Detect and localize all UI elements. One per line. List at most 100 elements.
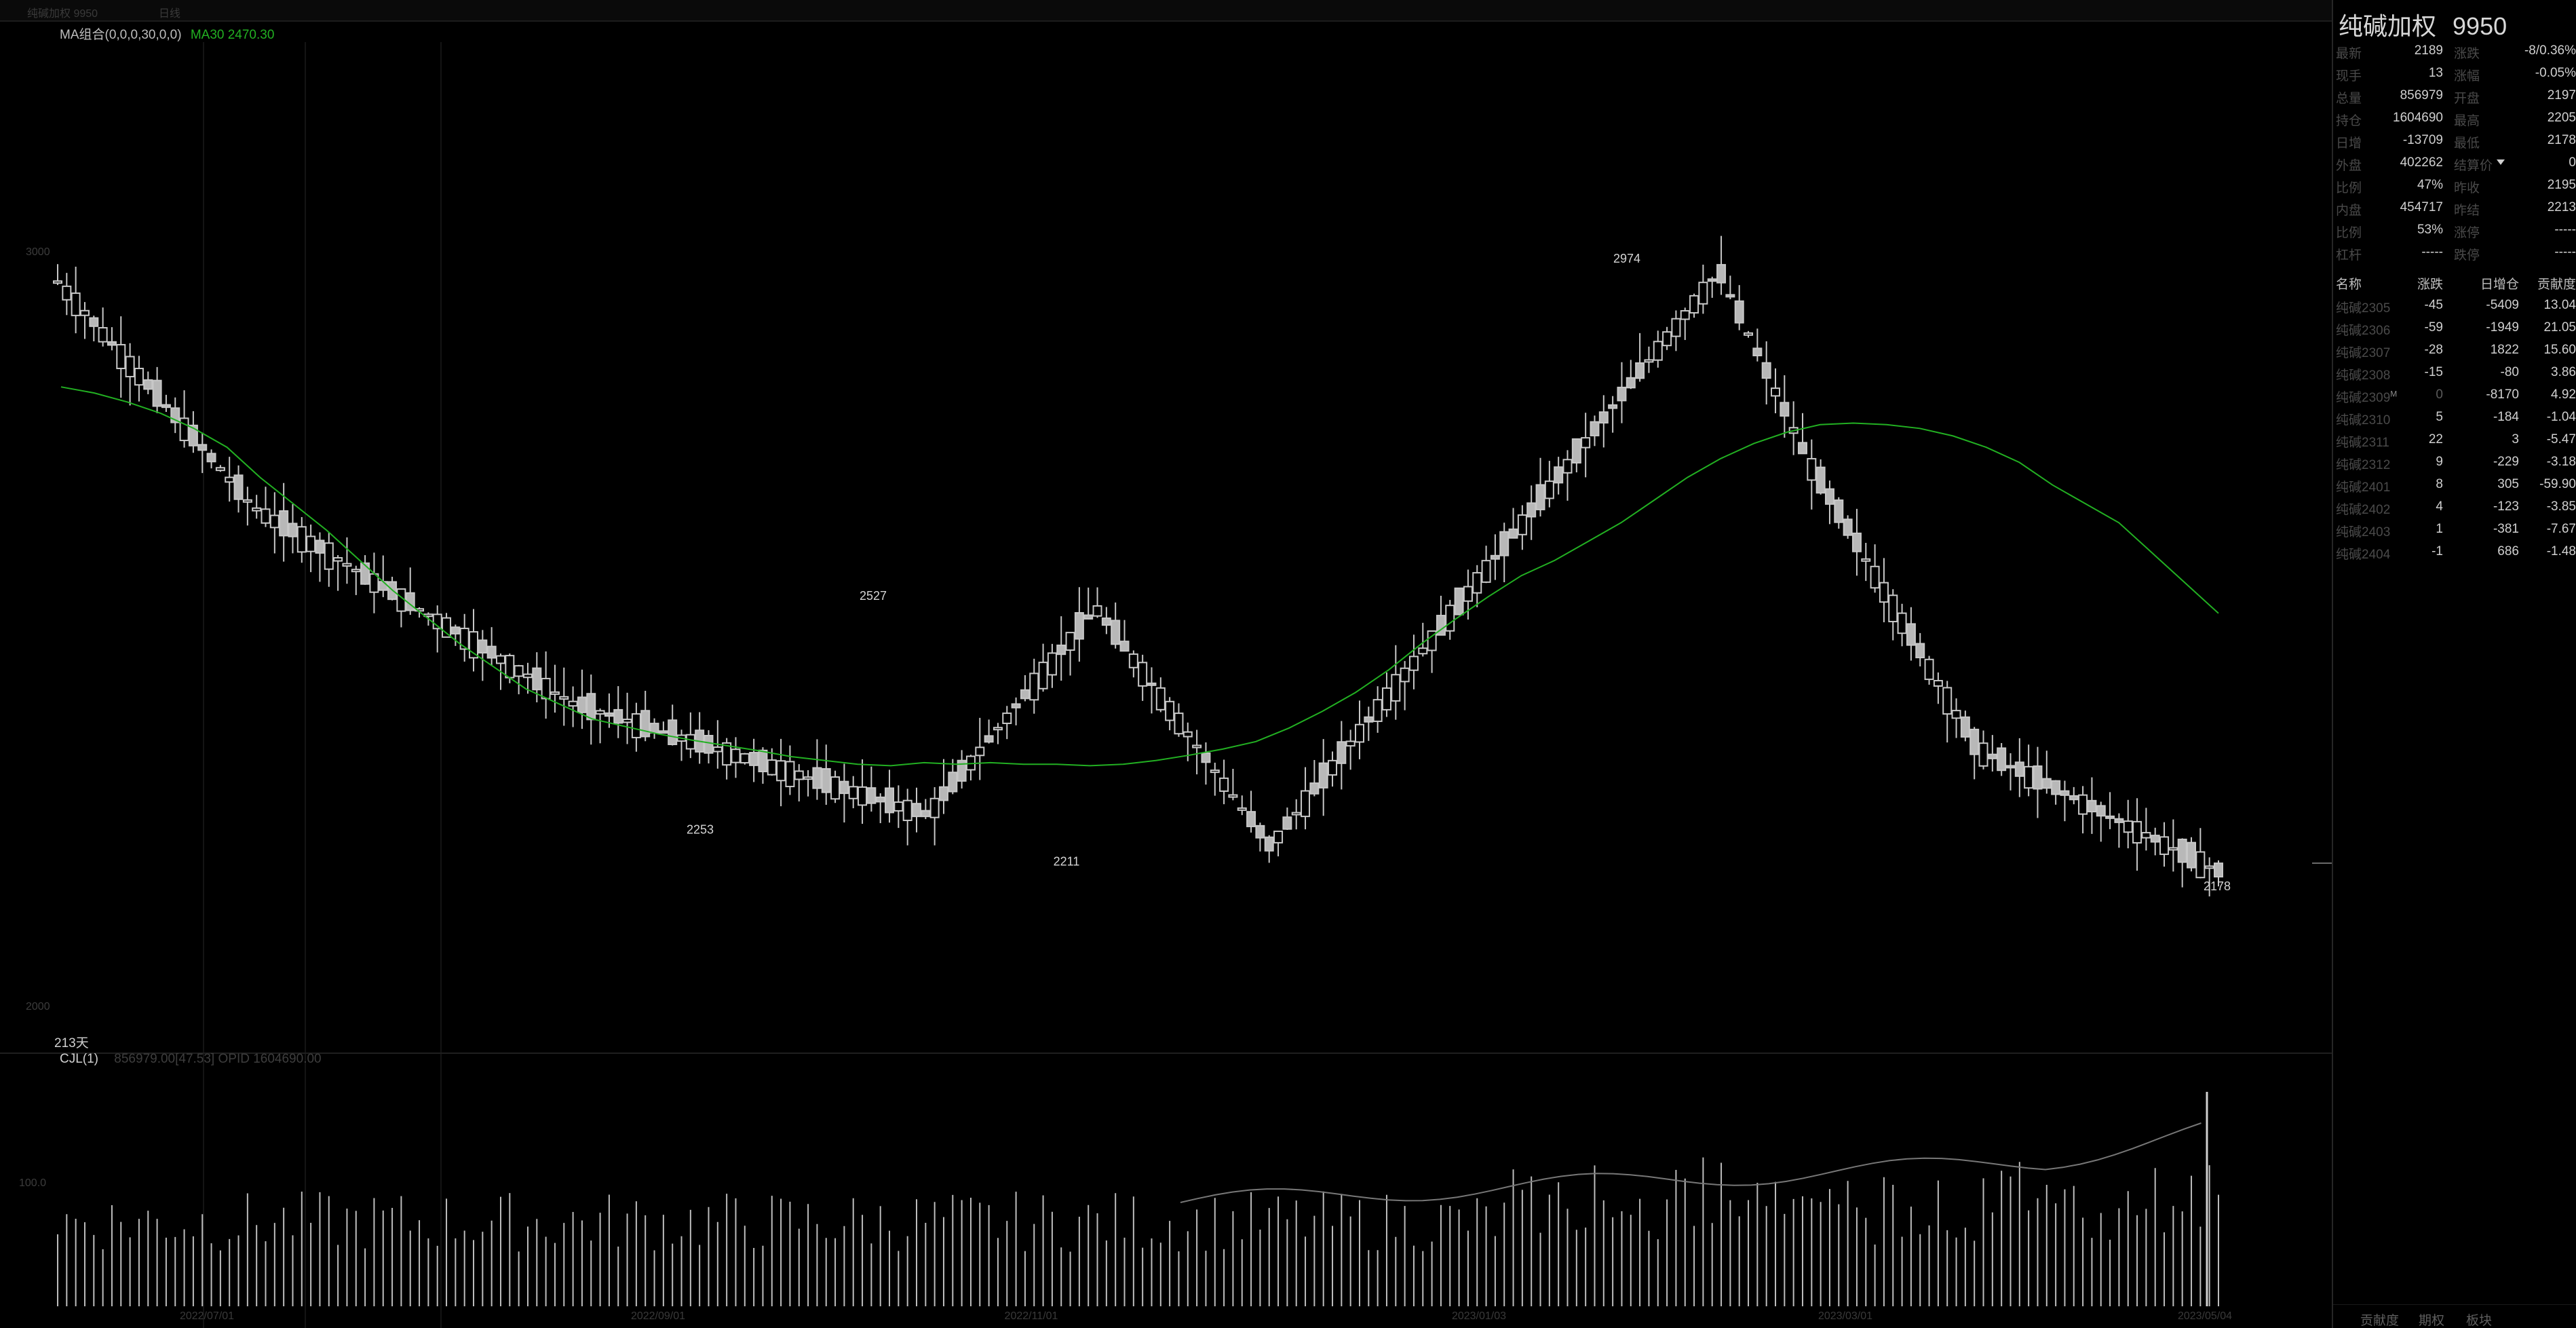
instrument-title[interactable]: 纯碱加权 9950 [27, 8, 98, 20]
candle-body [1662, 331, 1672, 347]
candle-body [2159, 836, 2170, 855]
contract-row[interactable]: 纯碱2401 8 305 -59.90 [2333, 473, 2576, 495]
window-titlebar: 纯碱加权 9950 日线 [0, 0, 2576, 22]
candle-body [1780, 402, 1790, 417]
quote-value: 0 [2569, 155, 2576, 170]
contract-row[interactable]: 纯碱2404 -1 686 -1.48 [2333, 540, 2576, 563]
candle-body [478, 639, 488, 654]
column-header[interactable]: 名称 [2336, 278, 2362, 292]
date-tick: 2023/03/01 [1818, 1310, 1872, 1322]
candle-body [1598, 411, 1609, 424]
candle-body [739, 753, 750, 764]
quote-label: 昨收 [2454, 181, 2480, 195]
contract-row[interactable]: 纯碱2305 -45 -5409 13.04 [2333, 294, 2576, 316]
contract-oi-change: -184 [2493, 410, 2519, 424]
candle-body [631, 713, 641, 738]
candle-body [360, 562, 370, 585]
quote-value: 2189 [2414, 43, 2443, 58]
contract-row[interactable]: 纯碱2306 -59 -1949 21.05 [2333, 316, 2576, 339]
candle-body [2195, 851, 2206, 879]
kline-chart-area[interactable]: 3000 2000 100.0 2022/07/01 2022/09/01 2022/11… [0, 22, 2332, 1328]
candle-body [188, 424, 198, 447]
axis-labels: 3000 2000 100.0 2022/07/01 2022/09/01 2022/11… [19, 246, 2232, 1322]
candle-body [1653, 341, 1663, 361]
candle-body [1472, 572, 1482, 594]
candle-body [459, 628, 469, 650]
candle-body [1165, 700, 1175, 721]
open-interest-line [1180, 1122, 2202, 1203]
chart-canvas[interactable]: 3000 2000 100.0 2022/07/01 2022/09/01 2022/11… [0, 22, 2332, 1328]
price-annotation: 2527 [860, 589, 887, 603]
contract-row[interactable]: 纯碱2310 5 -184 -1.04 [2333, 406, 2576, 428]
tab-contribution[interactable]: 贡献度 [2360, 1314, 2400, 1328]
candle-body [62, 285, 72, 301]
contract-oi-change: -5409 [2486, 298, 2519, 312]
candle-body [1554, 466, 1564, 484]
candle-body [858, 786, 868, 806]
ma-combo-indicator[interactable]: MA组合(0,0,0,30,0,0) MA30 2470.30 [60, 24, 274, 43]
candle-body [1092, 605, 1102, 617]
candle-body [1436, 615, 1446, 636]
volume-indicator[interactable]: CJL(1) 856979.00[47.53] OPID 1604690.00 [60, 1052, 322, 1067]
quote-title: 纯碱加权 9950 [2339, 7, 2507, 42]
contract-row[interactable]: 纯碱2403 1 -381 -7.67 [2333, 518, 2576, 540]
column-header[interactable]: 贡献度 [2537, 278, 2576, 292]
candle-body [1535, 484, 1545, 510]
candle-body [1906, 623, 1916, 646]
contract-row[interactable]: 纯碱2312 9 -229 -3.18 [2333, 451, 2576, 473]
contract-change: 4 [2436, 499, 2443, 514]
quote-label[interactable]: 结算价 [2454, 155, 2505, 174]
contract-name: 纯碱2401 [2336, 480, 2391, 495]
quote-row: 内盘 454717 昨结 2213 [2333, 196, 2576, 219]
candle-body [442, 617, 452, 638]
contract-oi-change: -381 [2493, 522, 2519, 536]
quote-value: 47% [2417, 178, 2443, 192]
contract-row[interactable]: 纯碱2307 -28 1822 15.60 [2333, 339, 2576, 361]
quote-row: 比例 47% 昨收 2195 [2333, 174, 2576, 196]
candle-body [1951, 710, 1961, 719]
quote-label: 现手 [2336, 69, 2362, 83]
candle-body [152, 379, 162, 407]
candle-body [1364, 716, 1374, 723]
column-header[interactable]: 涨跌 [2417, 278, 2443, 292]
contract-row[interactable]: 纯碱2402 4 -123 -3.85 [2333, 495, 2576, 518]
quote-label: 持仓 [2336, 114, 2362, 128]
candle-body [984, 735, 994, 743]
candle-body [505, 655, 515, 679]
candle-body [1752, 347, 1763, 357]
candle-body [2168, 847, 2178, 851]
candle-body [324, 542, 334, 570]
candle-body [98, 327, 108, 343]
tab-sector[interactable]: 板块 [2466, 1314, 2493, 1328]
quote-label: 最高 [2454, 114, 2480, 128]
period-menu[interactable]: 日线 [159, 8, 181, 20]
candle-body [242, 499, 252, 503]
candle-body [938, 786, 948, 801]
candle-body [640, 710, 651, 738]
date-tick: 2022/09/01 [631, 1310, 685, 1322]
candle-body [1761, 362, 1771, 379]
ma30-label: MA30 2470.30 [190, 28, 275, 42]
candle-body [893, 801, 904, 812]
candle-body [1119, 641, 1130, 652]
quote-label: 涨跌 [2454, 47, 2480, 61]
contract-contribution: 13.04 [2543, 298, 2576, 312]
candle-body [577, 696, 587, 713]
chevron-down-icon[interactable] [2497, 159, 2505, 165]
ma-combo-label: MA组合(0,0,0,30,0,0) [60, 28, 182, 42]
contract-row[interactable]: 纯碱2309M 0 -8170 4.92 [2333, 383, 2576, 406]
column-header[interactable]: 日增仓 [2480, 278, 2519, 292]
candle-body [912, 803, 922, 818]
contract-row[interactable]: 纯碱2308 -15 -80 3.86 [2333, 361, 2576, 383]
quote-value: -8/0.36% [2524, 43, 2576, 58]
candle-body [1843, 518, 1853, 536]
candle-body [1047, 652, 1057, 676]
candle-body [2123, 820, 2133, 833]
candle-body [1354, 723, 1364, 743]
contract-row[interactable]: 纯碱2311 22 3 -5.47 [2333, 428, 2576, 451]
candle-body [1888, 594, 1898, 622]
candle-body [1345, 740, 1356, 747]
candle-body [333, 557, 343, 562]
quote-row: 杠杆 ----- 跌停 ----- [2333, 241, 2576, 263]
tab-options[interactable]: 期权 [2419, 1314, 2445, 1328]
